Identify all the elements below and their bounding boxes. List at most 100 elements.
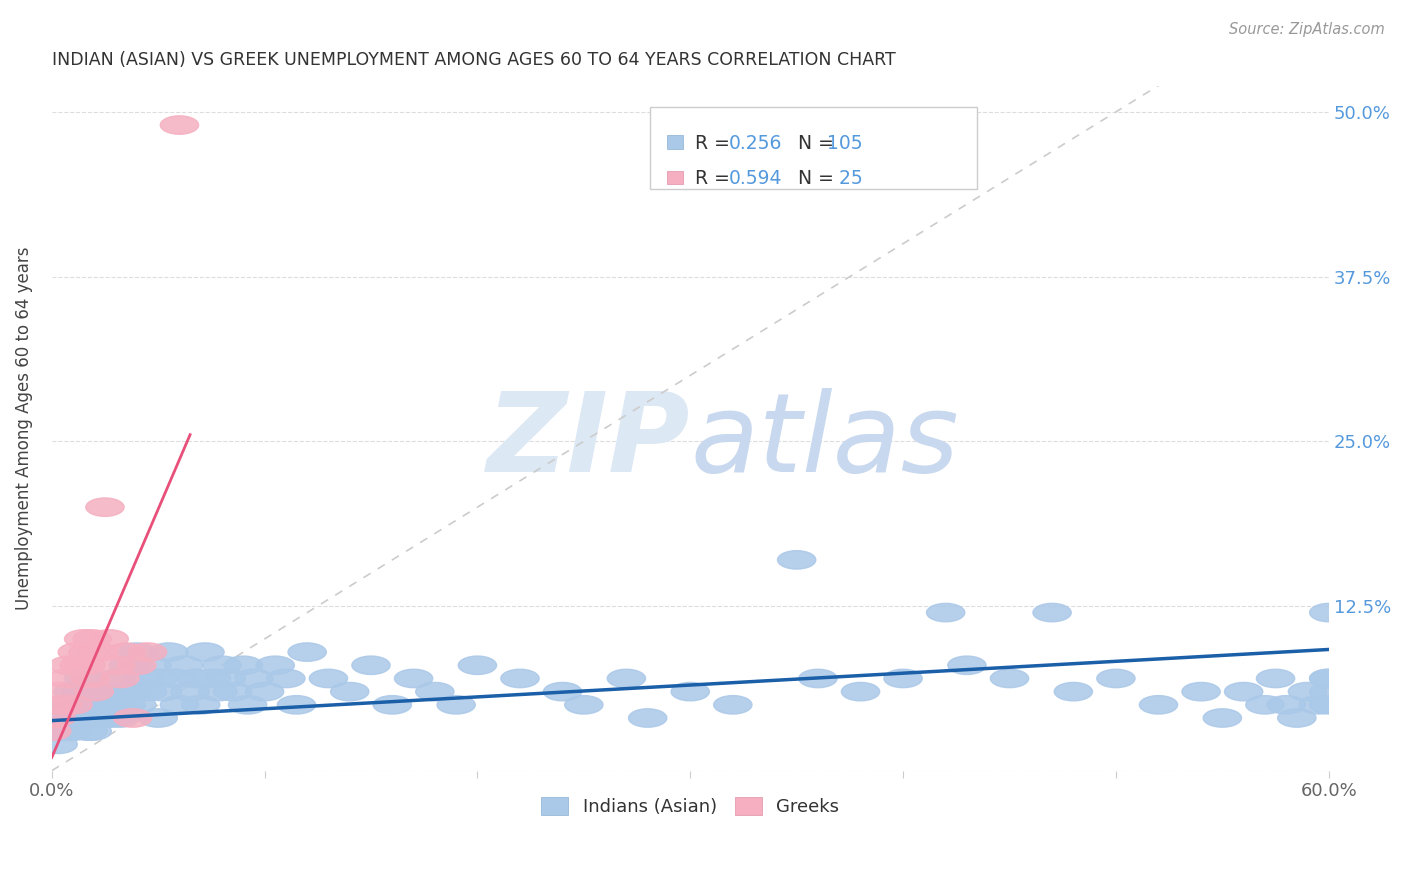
Ellipse shape [39, 735, 77, 754]
Ellipse shape [65, 669, 103, 688]
Ellipse shape [927, 603, 965, 622]
Ellipse shape [198, 682, 238, 701]
Ellipse shape [107, 643, 145, 661]
Ellipse shape [118, 643, 156, 661]
Ellipse shape [44, 696, 82, 714]
Ellipse shape [65, 630, 103, 648]
Ellipse shape [70, 682, 110, 701]
Ellipse shape [139, 709, 177, 727]
Ellipse shape [77, 696, 115, 714]
Text: Source: ZipAtlas.com: Source: ZipAtlas.com [1229, 22, 1385, 37]
Ellipse shape [60, 709, 98, 727]
Ellipse shape [437, 696, 475, 714]
Ellipse shape [97, 696, 135, 714]
Text: 0.594: 0.594 [728, 169, 782, 188]
Ellipse shape [48, 722, 86, 740]
Ellipse shape [841, 682, 880, 701]
Ellipse shape [256, 656, 294, 674]
Ellipse shape [73, 722, 111, 740]
Ellipse shape [160, 116, 198, 135]
Ellipse shape [66, 696, 105, 714]
Ellipse shape [32, 722, 70, 740]
Ellipse shape [32, 722, 70, 740]
Ellipse shape [101, 669, 139, 688]
Text: 0.256: 0.256 [728, 134, 782, 153]
Legend: Indians (Asian), Greeks: Indians (Asian), Greeks [534, 789, 846, 823]
Text: R =: R = [695, 169, 735, 188]
Ellipse shape [39, 682, 77, 701]
Ellipse shape [267, 669, 305, 688]
Ellipse shape [79, 709, 118, 727]
Ellipse shape [1033, 603, 1071, 622]
Ellipse shape [671, 682, 710, 701]
Ellipse shape [114, 709, 152, 727]
Ellipse shape [1225, 682, 1263, 701]
Text: atlas: atlas [690, 388, 959, 495]
Ellipse shape [79, 643, 118, 661]
Ellipse shape [207, 669, 246, 688]
Ellipse shape [89, 682, 127, 701]
Ellipse shape [235, 669, 273, 688]
Ellipse shape [62, 682, 101, 701]
Ellipse shape [143, 682, 181, 701]
Ellipse shape [139, 669, 177, 688]
Ellipse shape [202, 656, 242, 674]
Ellipse shape [1288, 682, 1327, 701]
Ellipse shape [395, 669, 433, 688]
Ellipse shape [246, 682, 284, 701]
Ellipse shape [132, 656, 172, 674]
Ellipse shape [90, 630, 128, 648]
Ellipse shape [86, 498, 124, 516]
Ellipse shape [75, 682, 114, 701]
Ellipse shape [1257, 669, 1295, 688]
Ellipse shape [309, 669, 347, 688]
Ellipse shape [458, 656, 496, 674]
Ellipse shape [884, 669, 922, 688]
Ellipse shape [714, 696, 752, 714]
Ellipse shape [53, 696, 93, 714]
Ellipse shape [58, 696, 97, 714]
Ellipse shape [86, 709, 124, 727]
Ellipse shape [44, 709, 82, 727]
Ellipse shape [73, 696, 111, 714]
Ellipse shape [52, 709, 90, 727]
Ellipse shape [82, 682, 120, 701]
Ellipse shape [799, 669, 837, 688]
Ellipse shape [149, 643, 188, 661]
Ellipse shape [501, 669, 538, 688]
Ellipse shape [1204, 709, 1241, 727]
Ellipse shape [90, 696, 128, 714]
Ellipse shape [778, 550, 815, 569]
Ellipse shape [607, 669, 645, 688]
Ellipse shape [330, 682, 368, 701]
Ellipse shape [1246, 696, 1284, 714]
Text: N =: N = [786, 169, 839, 188]
Ellipse shape [75, 682, 114, 701]
Ellipse shape [49, 696, 89, 714]
Ellipse shape [48, 669, 86, 688]
Ellipse shape [1097, 669, 1135, 688]
Text: 105: 105 [827, 134, 862, 153]
Ellipse shape [69, 643, 107, 661]
Ellipse shape [101, 709, 139, 727]
Ellipse shape [228, 696, 267, 714]
Ellipse shape [70, 709, 110, 727]
Ellipse shape [53, 722, 93, 740]
Text: ZIP: ZIP [486, 388, 690, 495]
Ellipse shape [1182, 682, 1220, 701]
Ellipse shape [128, 643, 167, 661]
Ellipse shape [128, 682, 167, 701]
Ellipse shape [990, 669, 1029, 688]
Ellipse shape [118, 656, 156, 674]
Ellipse shape [60, 656, 98, 674]
Ellipse shape [107, 696, 145, 714]
Ellipse shape [543, 682, 582, 701]
Ellipse shape [53, 682, 93, 701]
Ellipse shape [37, 709, 75, 727]
Ellipse shape [103, 682, 141, 701]
Ellipse shape [93, 709, 131, 727]
Ellipse shape [84, 696, 122, 714]
Ellipse shape [97, 669, 135, 688]
Ellipse shape [1309, 682, 1348, 701]
Ellipse shape [1054, 682, 1092, 701]
